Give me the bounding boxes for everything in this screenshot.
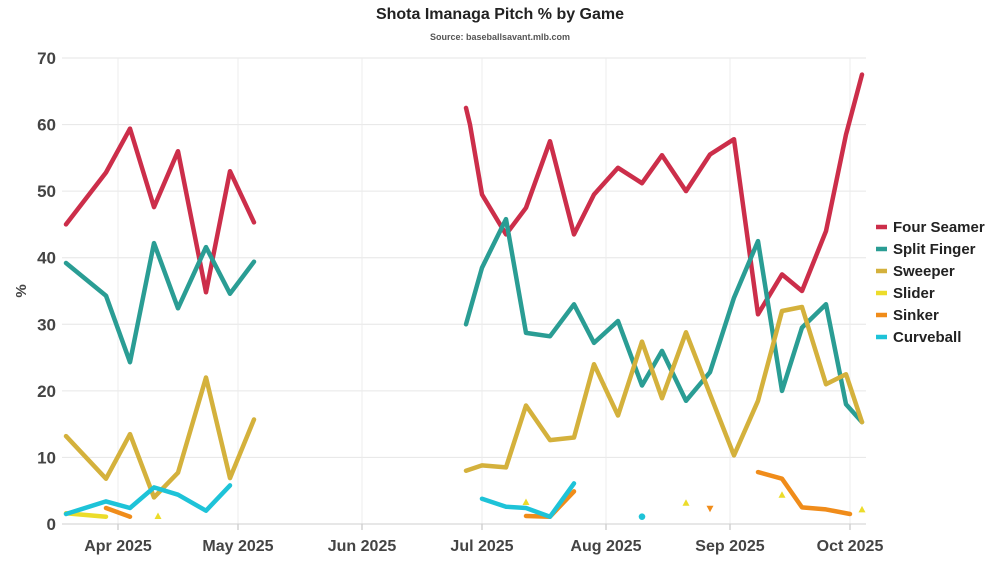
series-line xyxy=(463,72,865,317)
series-line xyxy=(755,469,853,517)
x-tick-label: May 2025 xyxy=(202,538,273,555)
series-curveball xyxy=(63,481,646,520)
marker-point xyxy=(522,498,530,506)
y-tick-label: 50 xyxy=(37,182,56,201)
y-tick-label: 10 xyxy=(37,448,56,467)
legend-label: Curveball xyxy=(893,329,961,346)
y-tick-label: 70 xyxy=(37,49,56,68)
y-tick-label: 20 xyxy=(37,382,56,401)
y-tick-label: 30 xyxy=(37,315,56,334)
series-line xyxy=(463,304,865,473)
y-axis-label: % xyxy=(13,284,30,297)
series-layer xyxy=(63,72,866,520)
x-tick-label: Sep 2025 xyxy=(695,538,764,555)
legend-label: Four Seamer xyxy=(893,219,985,236)
series-split-finger xyxy=(63,216,865,425)
marker-point xyxy=(706,505,714,513)
chart-title: Shota Imanaga Pitch % by Game xyxy=(375,6,625,23)
y-tick-label: 60 xyxy=(37,116,56,135)
marker-point xyxy=(154,512,162,520)
y-tick-label: 0 xyxy=(47,515,56,534)
marker-point xyxy=(682,499,690,506)
legend-layer: Four Seamer Split Finger Sweeper Slider Sink… xyxy=(876,219,985,346)
legend-label: Slider xyxy=(893,285,935,302)
series-sinker xyxy=(103,469,853,519)
chart-subtitle: Source: baseballsavant.mlb.com xyxy=(429,32,571,42)
series-line xyxy=(63,483,233,517)
legend-label: Sweeper xyxy=(893,263,955,280)
axis-layer: 0 10 20 30 40 50 60 70 Apr 2025 May 2025 Jun 2025 J… xyxy=(13,49,883,555)
legend-label: Sinker xyxy=(893,307,939,324)
marker-point xyxy=(778,491,786,498)
legend-label: Split Finger xyxy=(893,241,976,258)
series-line xyxy=(463,216,865,425)
y-tick-label: 40 xyxy=(37,249,56,268)
x-tick-label: Jun 2025 xyxy=(328,538,397,555)
marker-point xyxy=(638,513,646,520)
x-tick-label: Aug 2025 xyxy=(570,538,641,555)
series-line xyxy=(103,505,133,519)
series-line xyxy=(63,375,257,500)
x-tick-label: Oct 2025 xyxy=(817,538,884,555)
series-line xyxy=(63,126,257,295)
marker-point xyxy=(858,505,866,513)
series-sweeper xyxy=(63,304,865,500)
series-line xyxy=(63,240,257,365)
series-slider xyxy=(63,491,866,520)
series-line xyxy=(479,481,577,519)
x-tick-label: Apr 2025 xyxy=(84,538,152,555)
x-tick-label: Jul 2025 xyxy=(450,538,513,555)
